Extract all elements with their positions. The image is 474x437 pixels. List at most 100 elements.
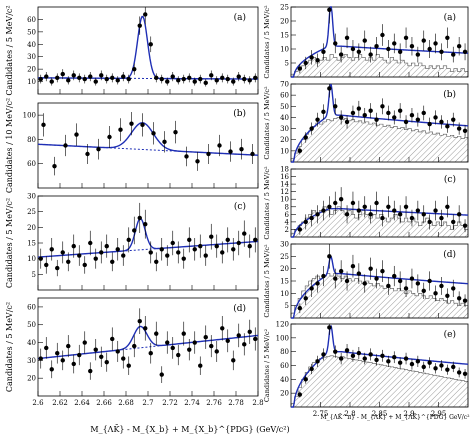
data-point — [439, 119, 444, 125]
y-tick-label: 60 — [27, 303, 36, 311]
y-tick-label: 50 — [27, 321, 36, 329]
data-point — [88, 368, 93, 374]
data-point — [403, 35, 409, 40]
data-point — [41, 122, 46, 128]
data-point — [137, 318, 142, 324]
panel-right-a: 5 10 15 20 25 (a) Candidates / 5 MeV/c² — [263, 4, 469, 79]
data-point — [321, 49, 326, 54]
data-point — [225, 237, 230, 243]
data-point — [386, 110, 391, 116]
data-point — [327, 254, 332, 259]
y-tick-label: 15 — [280, 32, 289, 40]
data-point — [104, 76, 109, 82]
data-point — [162, 139, 167, 145]
data-point — [362, 38, 367, 43]
data-point — [85, 151, 90, 157]
panel-left-c: 5 10 15 20 25 30 (c) Candidates / 5 MeV/c² — [5, 193, 259, 291]
data-point — [309, 126, 314, 131]
data-point — [181, 331, 186, 336]
data-point — [44, 262, 49, 268]
data-point — [231, 358, 236, 363]
y-tick-label: 30 — [27, 193, 36, 201]
y-tick-label: 5 — [285, 60, 289, 68]
data-point — [66, 259, 71, 264]
y-tick-label: 10 — [280, 46, 289, 54]
data-point — [451, 52, 456, 57]
data-point — [126, 76, 131, 82]
panel-label: (e) — [444, 329, 456, 340]
data-point — [456, 370, 462, 375]
data-point — [110, 75, 115, 81]
data-point — [338, 197, 344, 202]
data-point — [403, 119, 409, 125]
data-point — [192, 79, 197, 84]
y-tick-label: 30 — [27, 357, 36, 365]
data-point — [321, 208, 326, 213]
data-point — [451, 219, 456, 225]
y-tick-label: 40 — [280, 114, 289, 122]
y-tick-label: 80 — [280, 348, 289, 356]
y-tick-label: 25 — [27, 208, 36, 216]
data-point — [159, 76, 164, 82]
data-point — [55, 265, 60, 271]
data-point — [451, 286, 456, 291]
y-axis-label: Candidates / 5 MeV/c² — [263, 86, 271, 160]
y-tick-label: 60 — [280, 92, 289, 100]
data-point — [327, 204, 332, 209]
data-point — [49, 79, 54, 84]
data-point — [187, 347, 192, 352]
data-point — [96, 146, 101, 152]
y-axis-label: Candidates / 5 MeV/c² — [263, 5, 271, 79]
panel-right-e: 20 40 60 80 100 120 2.75 2.8 2.85 2.9 2.95 (e) Candi… — [263, 321, 469, 418]
y-tick-label: 5 — [285, 302, 289, 310]
data-point — [151, 131, 156, 136]
data-point — [397, 49, 403, 54]
data-point — [203, 335, 208, 340]
data-point — [44, 345, 49, 351]
data-point — [433, 291, 438, 296]
data-point — [456, 212, 462, 217]
data-point — [409, 276, 415, 281]
data-point — [350, 353, 356, 359]
data-point — [214, 349, 219, 354]
y-tick-label: 20 — [27, 224, 36, 232]
data-point — [247, 78, 252, 83]
data-point — [38, 76, 43, 82]
data-point — [93, 347, 98, 352]
x-tick-label: 2.7 — [142, 399, 153, 407]
panel-left-a: 10 20 30 40 50 60 (a) Candidates / 5 MeV/c² — [5, 5, 259, 96]
data-point — [409, 215, 415, 221]
data-point — [38, 356, 43, 361]
data-point — [236, 240, 241, 246]
data-point — [129, 121, 134, 126]
data-point — [143, 12, 148, 17]
x-tick-label: 2.8 — [252, 399, 263, 407]
data-point — [386, 46, 391, 52]
data-point — [121, 253, 126, 258]
data-point — [315, 281, 320, 286]
y-tick-label: 16 — [280, 173, 289, 181]
data-point — [60, 71, 65, 77]
data-point — [374, 276, 379, 281]
data-point — [456, 296, 462, 301]
data-point — [321, 352, 326, 357]
data-point — [392, 115, 397, 120]
y-tick-label: 4 — [285, 218, 290, 226]
data-point — [242, 76, 247, 82]
x-tick-label: 2.68 — [118, 399, 134, 407]
data-point — [121, 74, 126, 79]
data-point — [433, 115, 438, 120]
data-point — [368, 52, 373, 57]
data-point — [421, 110, 426, 116]
data-point — [368, 212, 373, 217]
data-point — [297, 66, 303, 71]
data-point — [154, 331, 159, 336]
data-point — [421, 288, 426, 294]
y-tick-label: 60 — [27, 16, 36, 24]
total-fit-curve — [37, 122, 259, 156]
data-point — [88, 74, 93, 79]
data-point — [236, 74, 241, 79]
panel-label: (c) — [234, 201, 246, 212]
y-tick-label: 12 — [280, 188, 289, 196]
panel-label: (a) — [444, 12, 456, 23]
